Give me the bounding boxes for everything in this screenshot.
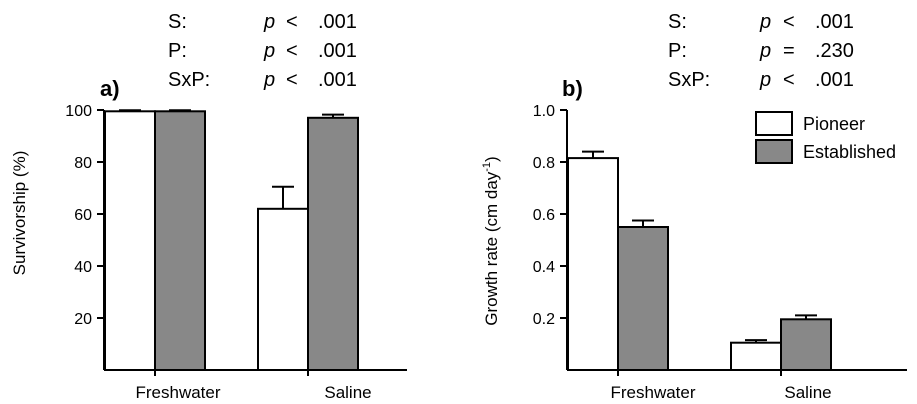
x-tick-label: Saline — [784, 383, 831, 402]
y-tick-label: 0.4 — [533, 259, 555, 276]
stat-value: .001 — [815, 69, 854, 91]
y-tick-label: 40 — [74, 259, 92, 276]
x-tick-label: Freshwater — [135, 383, 220, 402]
stat-p: p — [263, 40, 275, 62]
y-tick-label: 80 — [74, 155, 92, 172]
legend-label-pioneer: Pioneer — [803, 114, 865, 134]
stat-value: .001 — [318, 11, 357, 33]
bar-established-freshwater — [617, 226, 669, 371]
axes-b: 0.2 0.4 0.6 0.8 1.0 Freshwater Saline — [533, 103, 907, 402]
legend-label-established: Established — [803, 142, 896, 162]
y-axis-label: Growth rate (cm day-1) — [481, 156, 501, 325]
bar-pioneer-saline — [257, 207, 309, 371]
bar-established-freshwater — [154, 110, 206, 372]
stat-p: p — [263, 69, 275, 91]
y-axis-label: Survivorship (%) — [10, 151, 29, 276]
y-tick-label: 1.0 — [533, 103, 555, 120]
stat-p: p — [263, 11, 275, 33]
stat-rel: < — [783, 69, 795, 91]
bars-b — [567, 150, 832, 372]
stat-rel: = — [783, 40, 795, 62]
stat-rel: < — [286, 69, 298, 91]
bar-established-saline — [780, 318, 832, 371]
panel-a: S: p < .001 P: p < .001 SxP: p < .001 a)… — [10, 11, 407, 402]
stat-label: SxP: — [168, 69, 210, 91]
y-axis-label-main: Growth rate (cm day — [482, 171, 501, 325]
stat-label: S: — [668, 11, 687, 33]
y-tick-label: 0.6 — [533, 207, 555, 224]
stat-value: .001 — [318, 69, 357, 91]
stat-p: p — [759, 11, 771, 33]
y-axis-label-sup: -1 — [481, 162, 493, 172]
panel-label: a) — [100, 76, 120, 101]
bar-pioneer-freshwater — [104, 110, 156, 372]
y-tick-label: 0.2 — [533, 311, 555, 328]
bar-pioneer-freshwater — [567, 157, 619, 371]
stat-value: .001 — [815, 11, 854, 33]
stats-block-a: S: p < .001 P: p < .001 SxP: p < .001 — [168, 11, 357, 91]
y-tick-label: 100 — [65, 103, 92, 120]
stat-rel: < — [286, 40, 298, 62]
x-tick-label: Saline — [324, 383, 371, 402]
bar-established-saline — [307, 116, 359, 371]
legend-swatch-pioneer — [755, 111, 793, 136]
stat-p: p — [759, 69, 771, 91]
panel-label: b) — [562, 76, 583, 101]
bars-a — [104, 109, 359, 372]
stat-value: .001 — [318, 40, 357, 62]
y-tick-label: 20 — [74, 311, 92, 328]
stat-label: P: — [668, 40, 687, 62]
stat-value: .230 — [815, 40, 854, 62]
stat-label: P: — [168, 40, 187, 62]
legend-swatch-established — [755, 139, 793, 164]
stat-rel: < — [783, 11, 795, 33]
stat-p: p — [759, 40, 771, 62]
stats-block-b: S: p < .001 P: p = .230 SxP: p < .001 — [668, 11, 854, 91]
stat-label: S: — [168, 11, 187, 33]
legend: Pioneer Established — [755, 111, 896, 164]
y-axis-label-end: ) — [482, 156, 501, 162]
y-tick-label: 60 — [74, 207, 92, 224]
bar-pioneer-saline — [730, 341, 782, 372]
axes-a: 20 40 60 80 100 Freshwater Saline — [65, 103, 407, 402]
x-tick-label: Freshwater — [610, 383, 695, 402]
stat-label: SxP: — [668, 69, 710, 91]
panel-b: S: p < .001 P: p = .230 SxP: p < .001 b)… — [481, 11, 907, 402]
stat-rel: < — [286, 11, 298, 33]
y-tick-label: 0.8 — [533, 155, 555, 172]
